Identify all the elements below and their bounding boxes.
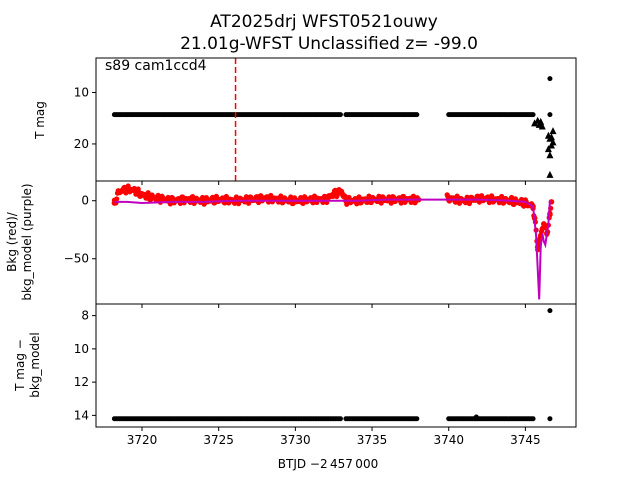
x-tick-label: 3745	[510, 433, 541, 447]
upper-limit-marker	[546, 151, 554, 159]
bkg-model-line	[114, 198, 551, 300]
upper-limit-marker	[531, 119, 539, 127]
title-line-1: AT2025drj WFST0521ouwy	[210, 12, 438, 32]
bkg-point	[123, 186, 130, 192]
y-tick-label: 12	[74, 375, 89, 389]
data-point	[547, 308, 553, 314]
y-tick-label: 14	[74, 408, 89, 422]
magnitude-panel-ylabel: T mag	[33, 101, 47, 140]
y-tick-label: 10	[74, 342, 89, 356]
data-point	[530, 112, 536, 118]
title-line-2: 21.01g-WFST Unclassified z= -99.0	[180, 34, 478, 54]
data-point	[473, 414, 479, 420]
data-point	[414, 416, 420, 422]
background-panel-ylabel-line-1: Bkg (red)/	[5, 211, 19, 272]
residual-panel-ylabel-line-2: bkg_model	[28, 332, 42, 398]
background-panel-ylabel-line-2: bkg_model (purple)	[20, 183, 34, 300]
data-point	[547, 416, 553, 422]
bkg-point	[131, 187, 138, 194]
bkg-point	[139, 192, 145, 198]
residual-panel-ylabel-line-1: T mag −	[13, 339, 27, 392]
x-tick-label: 3725	[203, 433, 234, 447]
data-point	[414, 112, 420, 118]
y-tick-label: 0	[81, 194, 89, 208]
residual-panel-frame	[95, 303, 577, 428]
x-axis-label: BTJD −2 457 000	[278, 457, 378, 471]
y-tick-label: 10	[74, 85, 89, 99]
bkg-point	[116, 188, 122, 195]
data-point	[530, 416, 536, 422]
background-panel: 0 −50 Bkg (red)/ bkg_model (purple)	[5, 180, 577, 308]
sector-camera-annotation: s89 cam1ccd4	[105, 58, 207, 74]
bkg-point	[540, 221, 547, 227]
upper-limit-marker	[544, 145, 552, 153]
y-tick-label: 20	[74, 137, 89, 151]
data-point	[337, 112, 343, 118]
x-tick-label: 3730	[280, 433, 311, 447]
x-tick-label: 3720	[127, 433, 158, 447]
magnitude-panel-frame	[95, 57, 577, 182]
y-tick-label: −50	[64, 252, 89, 266]
upper-limit-marker	[549, 138, 557, 146]
upper-limit-marker	[547, 133, 555, 141]
x-tick-label: 3740	[433, 433, 464, 447]
bkg-point	[338, 188, 345, 195]
bkg-point	[154, 195, 161, 202]
upper-limit-marker	[546, 170, 554, 178]
data-point	[547, 76, 553, 82]
bkg-point	[330, 190, 337, 197]
bkg-point	[114, 196, 120, 202]
upper-limit-marker	[538, 122, 546, 130]
data-point	[547, 112, 553, 118]
data-point	[337, 416, 343, 422]
upper-limit-marker	[549, 127, 557, 135]
y-tick-label: 8	[81, 309, 89, 323]
magnitude-panel: 10 20 s89 cam1ccd4 T mag	[33, 57, 577, 185]
x-tick-label: 3735	[357, 433, 388, 447]
